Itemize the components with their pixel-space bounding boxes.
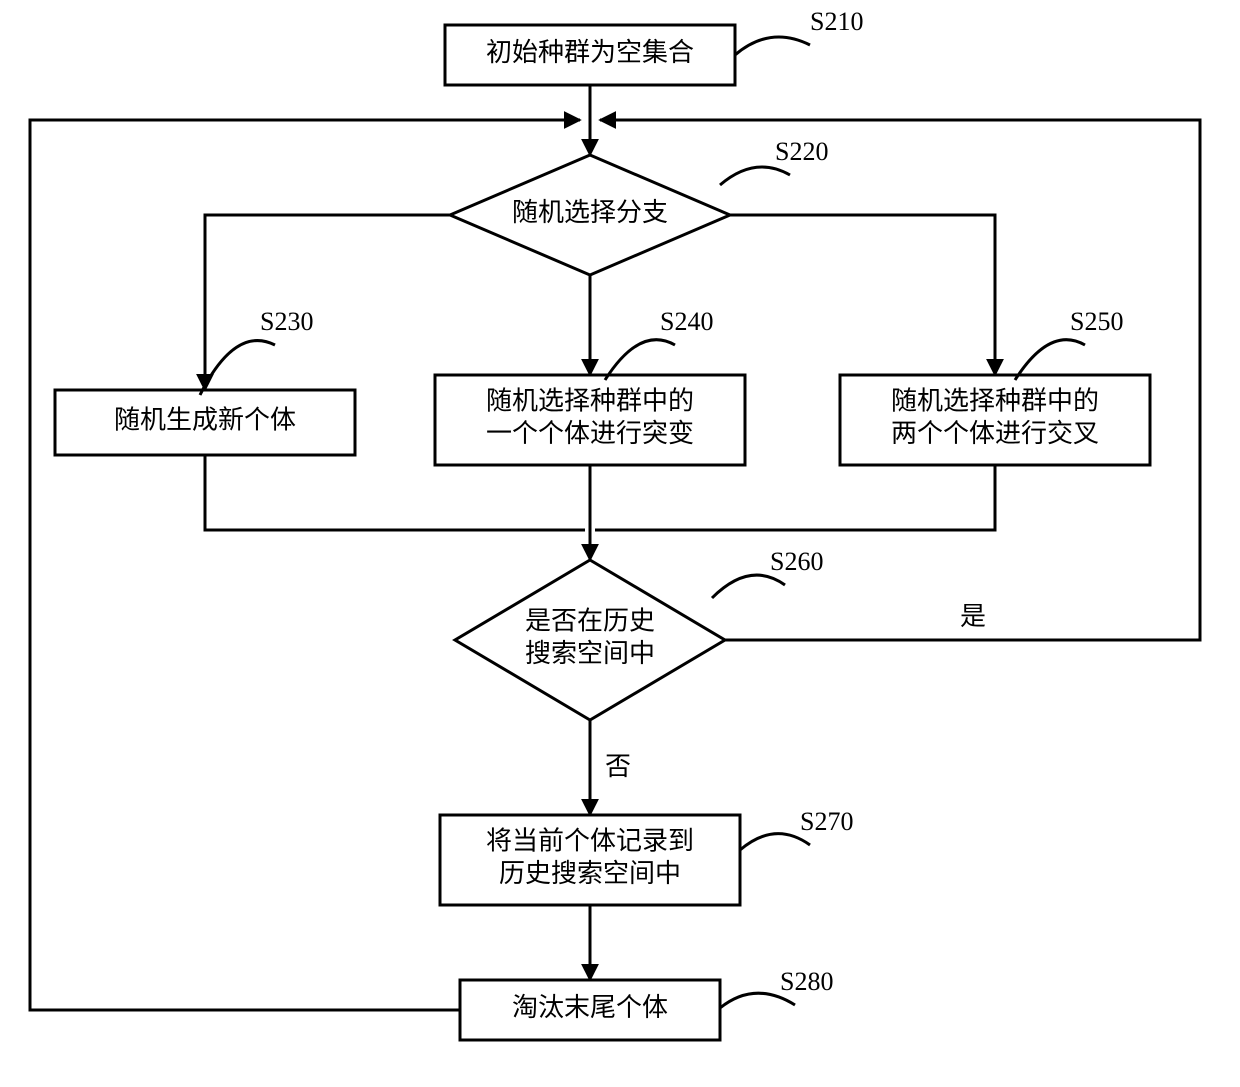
step-label-s220: S220 — [775, 137, 828, 166]
node-text-s210-0: 初始种群为空集合 — [486, 38, 694, 67]
node-text-s260-1: 搜索空间中 — [525, 639, 655, 668]
step-label-s210: S210 — [810, 7, 863, 36]
step-label-s240: S240 — [660, 307, 713, 336]
label-connector-s220 — [720, 167, 790, 185]
edge-e-s250-merge — [595, 465, 995, 530]
node-text-s280-0: 淘汰末尾个体 — [512, 993, 668, 1022]
node-text-s230-0: 随机生成新个体 — [114, 405, 296, 434]
node-text-s220-0: 随机选择分支 — [512, 198, 668, 227]
step-label-s230: S230 — [260, 307, 313, 336]
edge-label-e-s260-loop: 是 — [960, 602, 986, 631]
node-text-s250-1: 两个个体进行交叉 — [891, 419, 1099, 448]
edge-label-e-s260-s270: 否 — [605, 752, 631, 781]
node-text-s240-1: 一个个体进行突变 — [486, 419, 694, 448]
edge-e-s220-s250 — [730, 215, 995, 375]
step-label-s280: S280 — [780, 967, 833, 996]
node-text-s270-0: 将当前个体记录到 — [486, 827, 694, 856]
label-connector-s210 — [735, 37, 810, 55]
node-text-s260-0: 是否在历史 — [525, 607, 655, 636]
label-connector-s260 — [712, 575, 785, 598]
node-text-s270-1: 历史搜索空间中 — [499, 859, 681, 888]
node-text-s250-0: 随机选择种群中的 — [891, 387, 1099, 416]
step-label-s250: S250 — [1070, 307, 1123, 336]
label-connector-s230 — [200, 341, 275, 395]
edge-e-s220-s230 — [205, 215, 450, 390]
node-text-s240-0: 随机选择种群中的 — [486, 387, 694, 416]
step-label-s270: S270 — [800, 807, 853, 836]
step-label-s260: S260 — [770, 547, 823, 576]
label-connector-s270 — [740, 834, 810, 850]
